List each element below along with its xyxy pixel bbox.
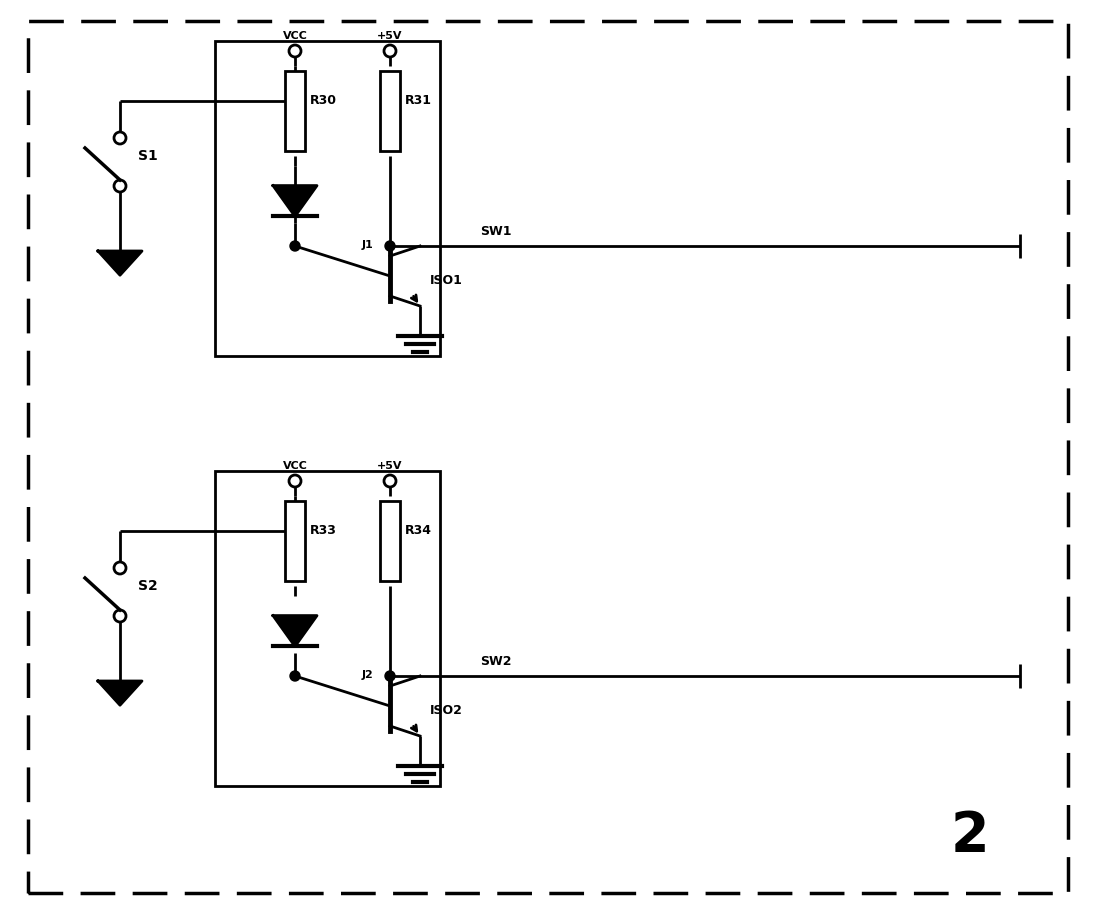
Text: R30: R30	[310, 95, 336, 107]
Text: +5V: +5V	[377, 31, 402, 41]
Text: S1: S1	[138, 149, 158, 163]
Text: 2: 2	[950, 809, 990, 863]
Bar	[380, 501, 400, 581]
Text: +5V: +5V	[377, 461, 402, 471]
Text: S2: S2	[138, 579, 158, 593]
Bar	[380, 71, 400, 151]
Text: J2: J2	[362, 670, 374, 680]
Text: VCC: VCC	[283, 31, 308, 41]
Polygon shape	[273, 616, 317, 647]
Text: ISO1: ISO1	[430, 274, 463, 288]
Bar	[285, 71, 305, 151]
Text: VCC: VCC	[283, 461, 308, 471]
Circle shape	[385, 671, 395, 681]
Text: R34: R34	[406, 525, 432, 537]
Circle shape	[385, 241, 395, 251]
Bar	[285, 501, 305, 581]
Circle shape	[290, 671, 300, 681]
Text: SW1: SW1	[480, 225, 512, 238]
Polygon shape	[98, 251, 142, 275]
Bar	[215, 41, 439, 356]
Polygon shape	[273, 186, 317, 217]
Polygon shape	[98, 681, 142, 705]
Text: ISO2: ISO2	[430, 704, 463, 718]
Circle shape	[290, 241, 300, 251]
Text: SW2: SW2	[480, 655, 512, 668]
Text: R31: R31	[406, 95, 432, 107]
Text: R33: R33	[310, 525, 336, 537]
Text: J1: J1	[362, 240, 374, 250]
Bar	[215, 471, 439, 786]
